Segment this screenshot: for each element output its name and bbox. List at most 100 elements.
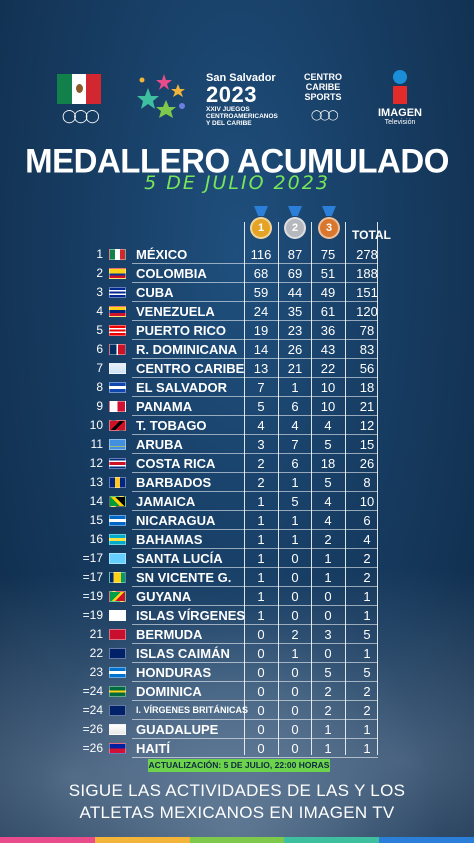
total-header: TOTAL [352, 228, 391, 242]
bronze-count: 0 [324, 608, 332, 623]
gold-count: 1 [257, 551, 265, 566]
gold-count: 1 [257, 532, 265, 547]
bronze-count: 4 [324, 494, 332, 509]
ss-city: San Salvador [206, 72, 276, 84]
country-flag-icon [109, 591, 126, 602]
gold-count: 0 [257, 722, 265, 737]
silver-count: 7 [291, 437, 299, 452]
country-flag-icon [109, 724, 126, 735]
row-divider [132, 320, 378, 321]
bronze-count: 5 [324, 437, 332, 452]
bronze-count: 61 [320, 304, 336, 319]
color-stripe [0, 837, 474, 843]
silver-count: 4 [291, 418, 299, 433]
gold-count: 1 [257, 570, 265, 585]
gold-count: 0 [257, 665, 265, 680]
gold-count: 14 [253, 342, 269, 357]
footer-message: SIGUE LAS ACTIVIDADES DE LAS Y LOS ATLET… [0, 780, 474, 824]
table-row: 23 HONDURAS 0 0 5 5 [0, 663, 474, 682]
ccs-rings-icon: ◯◯◯ [311, 110, 339, 121]
rank-cell: 8 [96, 380, 103, 394]
total-count: 1 [363, 722, 371, 737]
country-name: CUBA [136, 285, 174, 300]
total-count: 2 [363, 684, 371, 699]
bronze-count: 2 [324, 532, 332, 547]
silver-count: 1 [291, 513, 299, 528]
table-row: =24 DOMINICA 0 0 2 2 [0, 682, 474, 701]
country-name: HAITÍ [136, 741, 170, 756]
country-flag-icon [109, 249, 126, 260]
total-count: 120 [356, 304, 378, 319]
table-row: 6 R. DOMINICANA 14 26 43 83 [0, 340, 474, 359]
table-row: 12 COSTA RICA 2 6 18 26 [0, 454, 474, 473]
silver-count: 0 [291, 665, 299, 680]
table-row: 8 EL SALVADOR 7 1 10 18 [0, 378, 474, 397]
gold-count: 5 [257, 399, 265, 414]
row-divider [132, 624, 378, 625]
rank-cell: =24 [82, 703, 103, 717]
row-divider [132, 472, 378, 473]
row-divider [132, 358, 378, 359]
mexico-flag-icon [57, 74, 102, 104]
ccs-line3: SPORTS [304, 92, 342, 102]
gold-count: 24 [253, 304, 269, 319]
rank-cell: 4 [96, 304, 103, 318]
country-name: BARBADOS [136, 475, 212, 490]
bronze-count: 4 [324, 418, 332, 433]
page-title: MEDALLERO ACUMULADO [25, 141, 449, 180]
imagen-name: IMAGEN [378, 107, 422, 119]
rank-cell: 1 [96, 247, 103, 261]
country-flag-icon [109, 458, 126, 469]
country-name: CENTRO CARIBE [136, 361, 245, 376]
total-count: 5 [363, 627, 371, 642]
gold-count: 0 [257, 684, 265, 699]
total-count: 1 [363, 646, 371, 661]
san-salvador-2023-logo: San Salvador 2023 XXIV JUEGOS CENTROAMER… [206, 72, 286, 127]
bronze-count: 3 [324, 627, 332, 642]
table-row: =17 SN VICENTE G. 1 0 1 2 [0, 568, 474, 587]
silver-count: 21 [287, 361, 303, 376]
gold-count: 7 [257, 380, 265, 395]
rank-cell: 14 [89, 494, 103, 508]
bronze-count: 22 [320, 361, 336, 376]
bronze-count: 10 [320, 380, 336, 395]
country-flag-icon [109, 667, 126, 678]
silver-count: 1 [291, 532, 299, 547]
imagen-bar-icon [393, 86, 407, 104]
row-divider [132, 282, 378, 283]
rank-cell: 16 [89, 532, 103, 546]
country-name: BERMUDA [136, 627, 203, 642]
table-row: =26 HAITÍ 0 0 1 1 [0, 739, 474, 758]
table-row: =24 I. VÍRGENES BRITÁNICAS 0 0 2 2 [0, 701, 474, 720]
country-flag-icon [109, 743, 126, 754]
table-row: 21 BERMUDA 0 2 3 5 [0, 625, 474, 644]
rank-cell: 23 [89, 665, 103, 679]
country-name: VENEZUELA [136, 304, 215, 319]
country-flag-icon [109, 287, 126, 298]
total-count: 12 [359, 418, 375, 433]
silver-count: 6 [291, 456, 299, 471]
country-flag-icon [109, 420, 126, 431]
total-count: 1 [363, 741, 371, 756]
country-name: GUYANA [136, 589, 192, 604]
row-divider [132, 301, 378, 302]
total-count: 278 [356, 247, 378, 262]
country-flag-icon [109, 686, 126, 697]
ss-games-2: CENTROAMERICANOS [206, 113, 278, 120]
table-column-lines [244, 222, 378, 755]
country-name: ARUBA [136, 437, 183, 452]
silver-count: 0 [291, 741, 299, 756]
bronze-count: 0 [324, 646, 332, 661]
total-count: 2 [363, 703, 371, 718]
row-divider [132, 700, 378, 701]
background-fog [0, 513, 474, 843]
page-subtitle: 5 DE JULIO 2023 [144, 172, 330, 194]
row-divider [132, 643, 378, 644]
country-name: ISLAS VÍRGENES [136, 608, 246, 623]
bronze-count: 36 [320, 323, 336, 338]
gold-count: 2 [257, 475, 265, 490]
bronze-count: 1 [324, 722, 332, 737]
country-name: MÉXICO [136, 247, 188, 262]
total-count: 1 [363, 589, 371, 604]
silver-count: 0 [291, 551, 299, 566]
